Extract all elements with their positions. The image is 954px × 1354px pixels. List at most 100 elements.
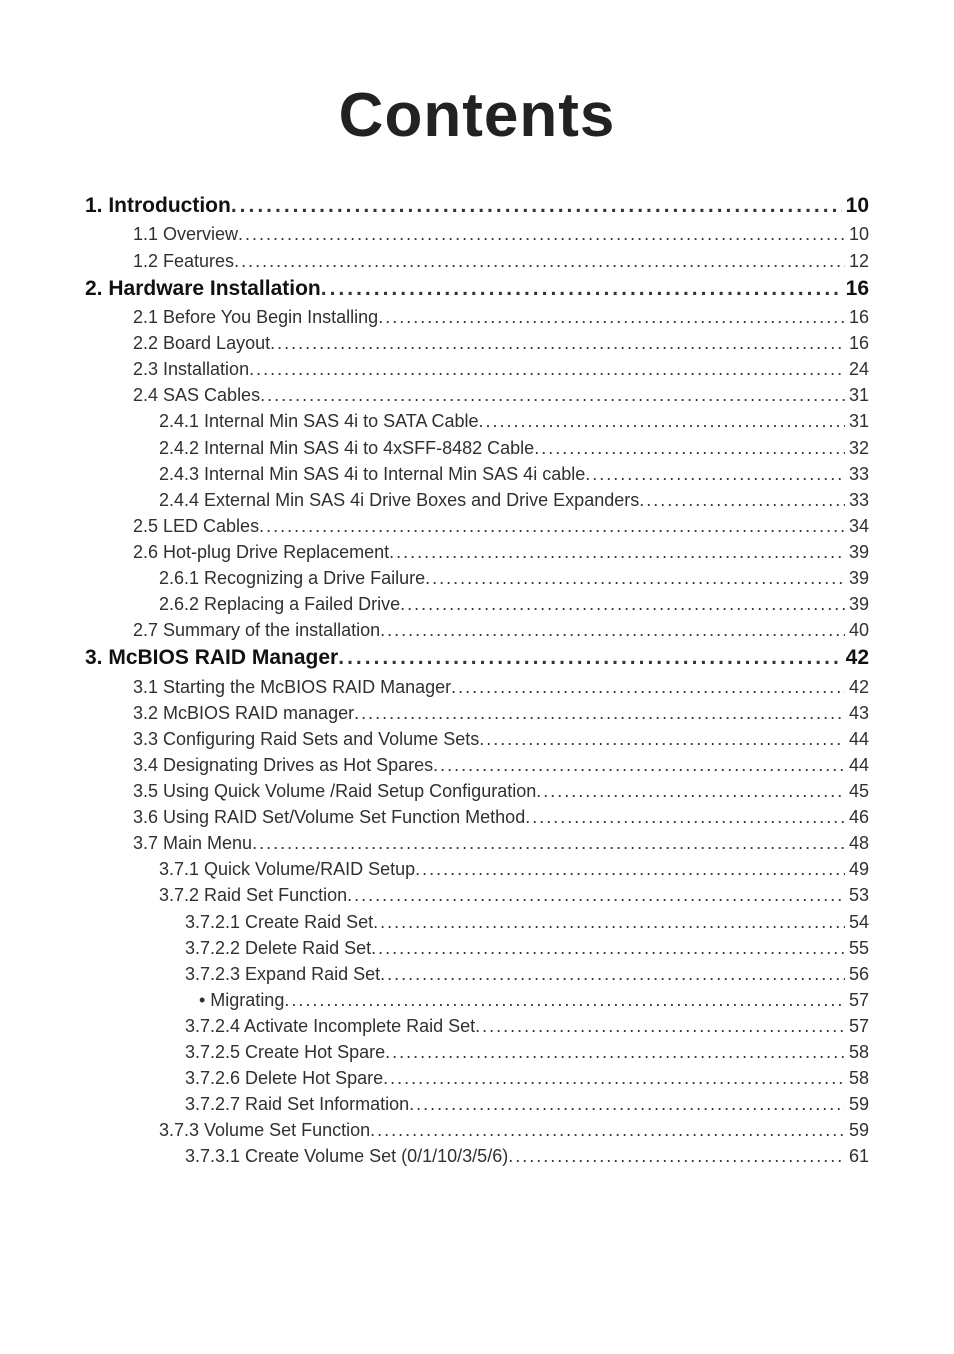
- toc-leader: [536, 778, 845, 804]
- toc-leader: [479, 408, 845, 434]
- toc-entry-page: 16: [842, 274, 869, 304]
- toc-entry-label: 3.3 Configuring Raid Sets and Volume Set…: [133, 726, 479, 752]
- toc-entry-label: 2.6.1 Recognizing a Drive Failure: [159, 565, 425, 591]
- toc-entry: 3.3 Configuring Raid Sets and Volume Set…: [85, 726, 869, 752]
- toc-entry: 3.2 McBIOS RAID manager43: [85, 700, 869, 726]
- toc-entry: 3.4 Designating Drives as Hot Spares44: [85, 752, 869, 778]
- toc-entry-label: 3.7.2 Raid Set Function: [159, 882, 347, 908]
- toc-entry: 1. Introduction 10: [85, 191, 869, 221]
- toc-entry-page: 49: [845, 856, 869, 882]
- toc-entry-label: 3.7.3 Volume Set Function: [159, 1117, 370, 1143]
- toc-leader: [259, 513, 845, 539]
- toc-entry-page: 31: [845, 408, 869, 434]
- toc-entry: 1.2 Features 12: [85, 248, 869, 274]
- toc-entry-label: 1.1 Overview: [133, 221, 238, 247]
- toc-entry-page: 10: [845, 221, 869, 247]
- toc-entry-label: • Migrating: [199, 987, 284, 1013]
- toc-entry: 3.5 Using Quick Volume /Raid Setup Confi…: [85, 778, 869, 804]
- toc-entry-page: 53: [845, 882, 869, 908]
- toc-entry: 3.7.2.7 Raid Set Information 59: [85, 1091, 869, 1117]
- toc-entry-page: 59: [845, 1091, 869, 1117]
- toc-leader: [525, 804, 845, 830]
- toc-entry-page: 61: [845, 1143, 869, 1169]
- toc-leader: [475, 1013, 845, 1039]
- toc-entry-page: 58: [845, 1039, 869, 1065]
- toc-leader: [508, 1143, 845, 1169]
- toc-leader: [451, 674, 845, 700]
- toc-entry: 3.7.2 Raid Set Function 53: [85, 882, 869, 908]
- toc-leader: [585, 461, 845, 487]
- toc-entry-label: 1. Introduction: [85, 191, 231, 221]
- toc-entry: 3.6 Using RAID Set/Volume Set Function M…: [85, 804, 869, 830]
- toc-entry-page: 46: [845, 804, 869, 830]
- toc-entry-page: 59: [845, 1117, 869, 1143]
- toc-entry: 2.4 SAS Cables31: [85, 382, 869, 408]
- toc-entry-label: 2.4.4 External Min SAS 4i Drive Boxes an…: [159, 487, 639, 513]
- toc-entry: 2.4.3 Internal Min SAS 4i to Internal Mi…: [85, 461, 869, 487]
- toc-entry-label: 3.7.2.7 Raid Set Information: [185, 1091, 409, 1117]
- toc-entry-label: 2.7 Summary of the installation: [133, 617, 380, 643]
- toc-entry-page: 56: [845, 961, 869, 987]
- toc-leader: [378, 304, 845, 330]
- toc-leader: [252, 830, 845, 856]
- toc-entry: 2.2 Board Layout 16: [85, 330, 869, 356]
- toc-entry-label: 3.7.2.4 Activate Incomplete Raid Set: [185, 1013, 475, 1039]
- toc-entry-page: 32: [845, 435, 869, 461]
- toc-leader: [338, 643, 841, 673]
- toc-entry-page: 44: [845, 752, 869, 778]
- toc-entry: 3.7.2.1 Create Raid Set 54: [85, 909, 869, 935]
- toc-entry-label: 2.1 Before You Begin Installing: [133, 304, 378, 330]
- toc-entry: 2.4.4 External Min SAS 4i Drive Boxes an…: [85, 487, 869, 513]
- toc-entry-label: 3.7.2.5 Create Hot Spare: [185, 1039, 385, 1065]
- toc-leader: [380, 617, 845, 643]
- toc-entry: 3.7.2.3 Expand Raid Set 56: [85, 961, 869, 987]
- toc-entry-label: 2.3 Installation: [133, 356, 249, 382]
- toc-leader: [389, 539, 845, 565]
- toc-entry-page: 24: [845, 356, 869, 382]
- toc-leader: [383, 1065, 845, 1091]
- toc-leader: [385, 1039, 845, 1065]
- toc-entry-page: 16: [845, 330, 869, 356]
- toc-entry-label: 3.7.1 Quick Volume/RAID Setup: [159, 856, 415, 882]
- toc-entry-label: 2.6.2 Replacing a Failed Drive: [159, 591, 400, 617]
- toc-leader: [354, 700, 845, 726]
- toc-leader: [425, 565, 845, 591]
- toc-entry-page: 33: [845, 487, 869, 513]
- toc-entry-label: 2.2 Board Layout: [133, 330, 270, 356]
- toc-entry: 2.7 Summary of the installation 40: [85, 617, 869, 643]
- toc-leader: [479, 726, 845, 752]
- toc-entry-page: 12: [845, 248, 869, 274]
- toc-entry-page: 33: [845, 461, 869, 487]
- toc-entry: 2.1 Before You Begin Installing16: [85, 304, 869, 330]
- toc-leader: [373, 909, 845, 935]
- toc-entry-page: 39: [845, 539, 869, 565]
- toc-leader: [238, 221, 845, 247]
- toc-leader: [400, 591, 845, 617]
- toc-entry: 3.7 Main Menu 48: [85, 830, 869, 856]
- toc-entry: 2. Hardware Installation16: [85, 274, 869, 304]
- page-title: Contents: [85, 80, 869, 151]
- toc-leader: [639, 487, 845, 513]
- toc-entry-page: 54: [845, 909, 869, 935]
- toc-entry-label: 1.2 Features: [133, 248, 234, 274]
- toc-leader: [249, 356, 845, 382]
- toc-entry: 2.4.2 Internal Min SAS 4i to 4xSFF-8482 …: [85, 435, 869, 461]
- toc-leader: [260, 382, 845, 408]
- toc-entry: 2.3 Installation 24: [85, 356, 869, 382]
- toc-entry-page: 45: [845, 778, 869, 804]
- toc-entry-page: 10: [842, 191, 869, 221]
- toc-entry-label: 3.7.2.3 Expand Raid Set: [185, 961, 380, 987]
- toc-entry-label: 3.7.2.6 Delete Hot Spare: [185, 1065, 383, 1091]
- toc-leader: [270, 330, 845, 356]
- toc-entry: 3.7.3.1 Create Volume Set (0/1/10/3/5/6)…: [85, 1143, 869, 1169]
- toc-entry-page: 40: [845, 617, 869, 643]
- toc-entry-label: 3.5 Using Quick Volume /Raid Setup Confi…: [133, 778, 536, 804]
- toc-entry-label: 2.4 SAS Cables: [133, 382, 260, 408]
- toc-entry: 3.1 Starting the McBIOS RAID Manager42: [85, 674, 869, 700]
- toc-entry-label: 3.7.3.1 Create Volume Set (0/1/10/3/5/6): [185, 1143, 508, 1169]
- toc-entry-page: 55: [845, 935, 869, 961]
- toc-leader: [347, 882, 845, 908]
- toc-entry-label: 2.5 LED Cables: [133, 513, 259, 539]
- toc-entry-label: 2.4.3 Internal Min SAS 4i to Internal Mi…: [159, 461, 585, 487]
- toc-entry-page: 48: [845, 830, 869, 856]
